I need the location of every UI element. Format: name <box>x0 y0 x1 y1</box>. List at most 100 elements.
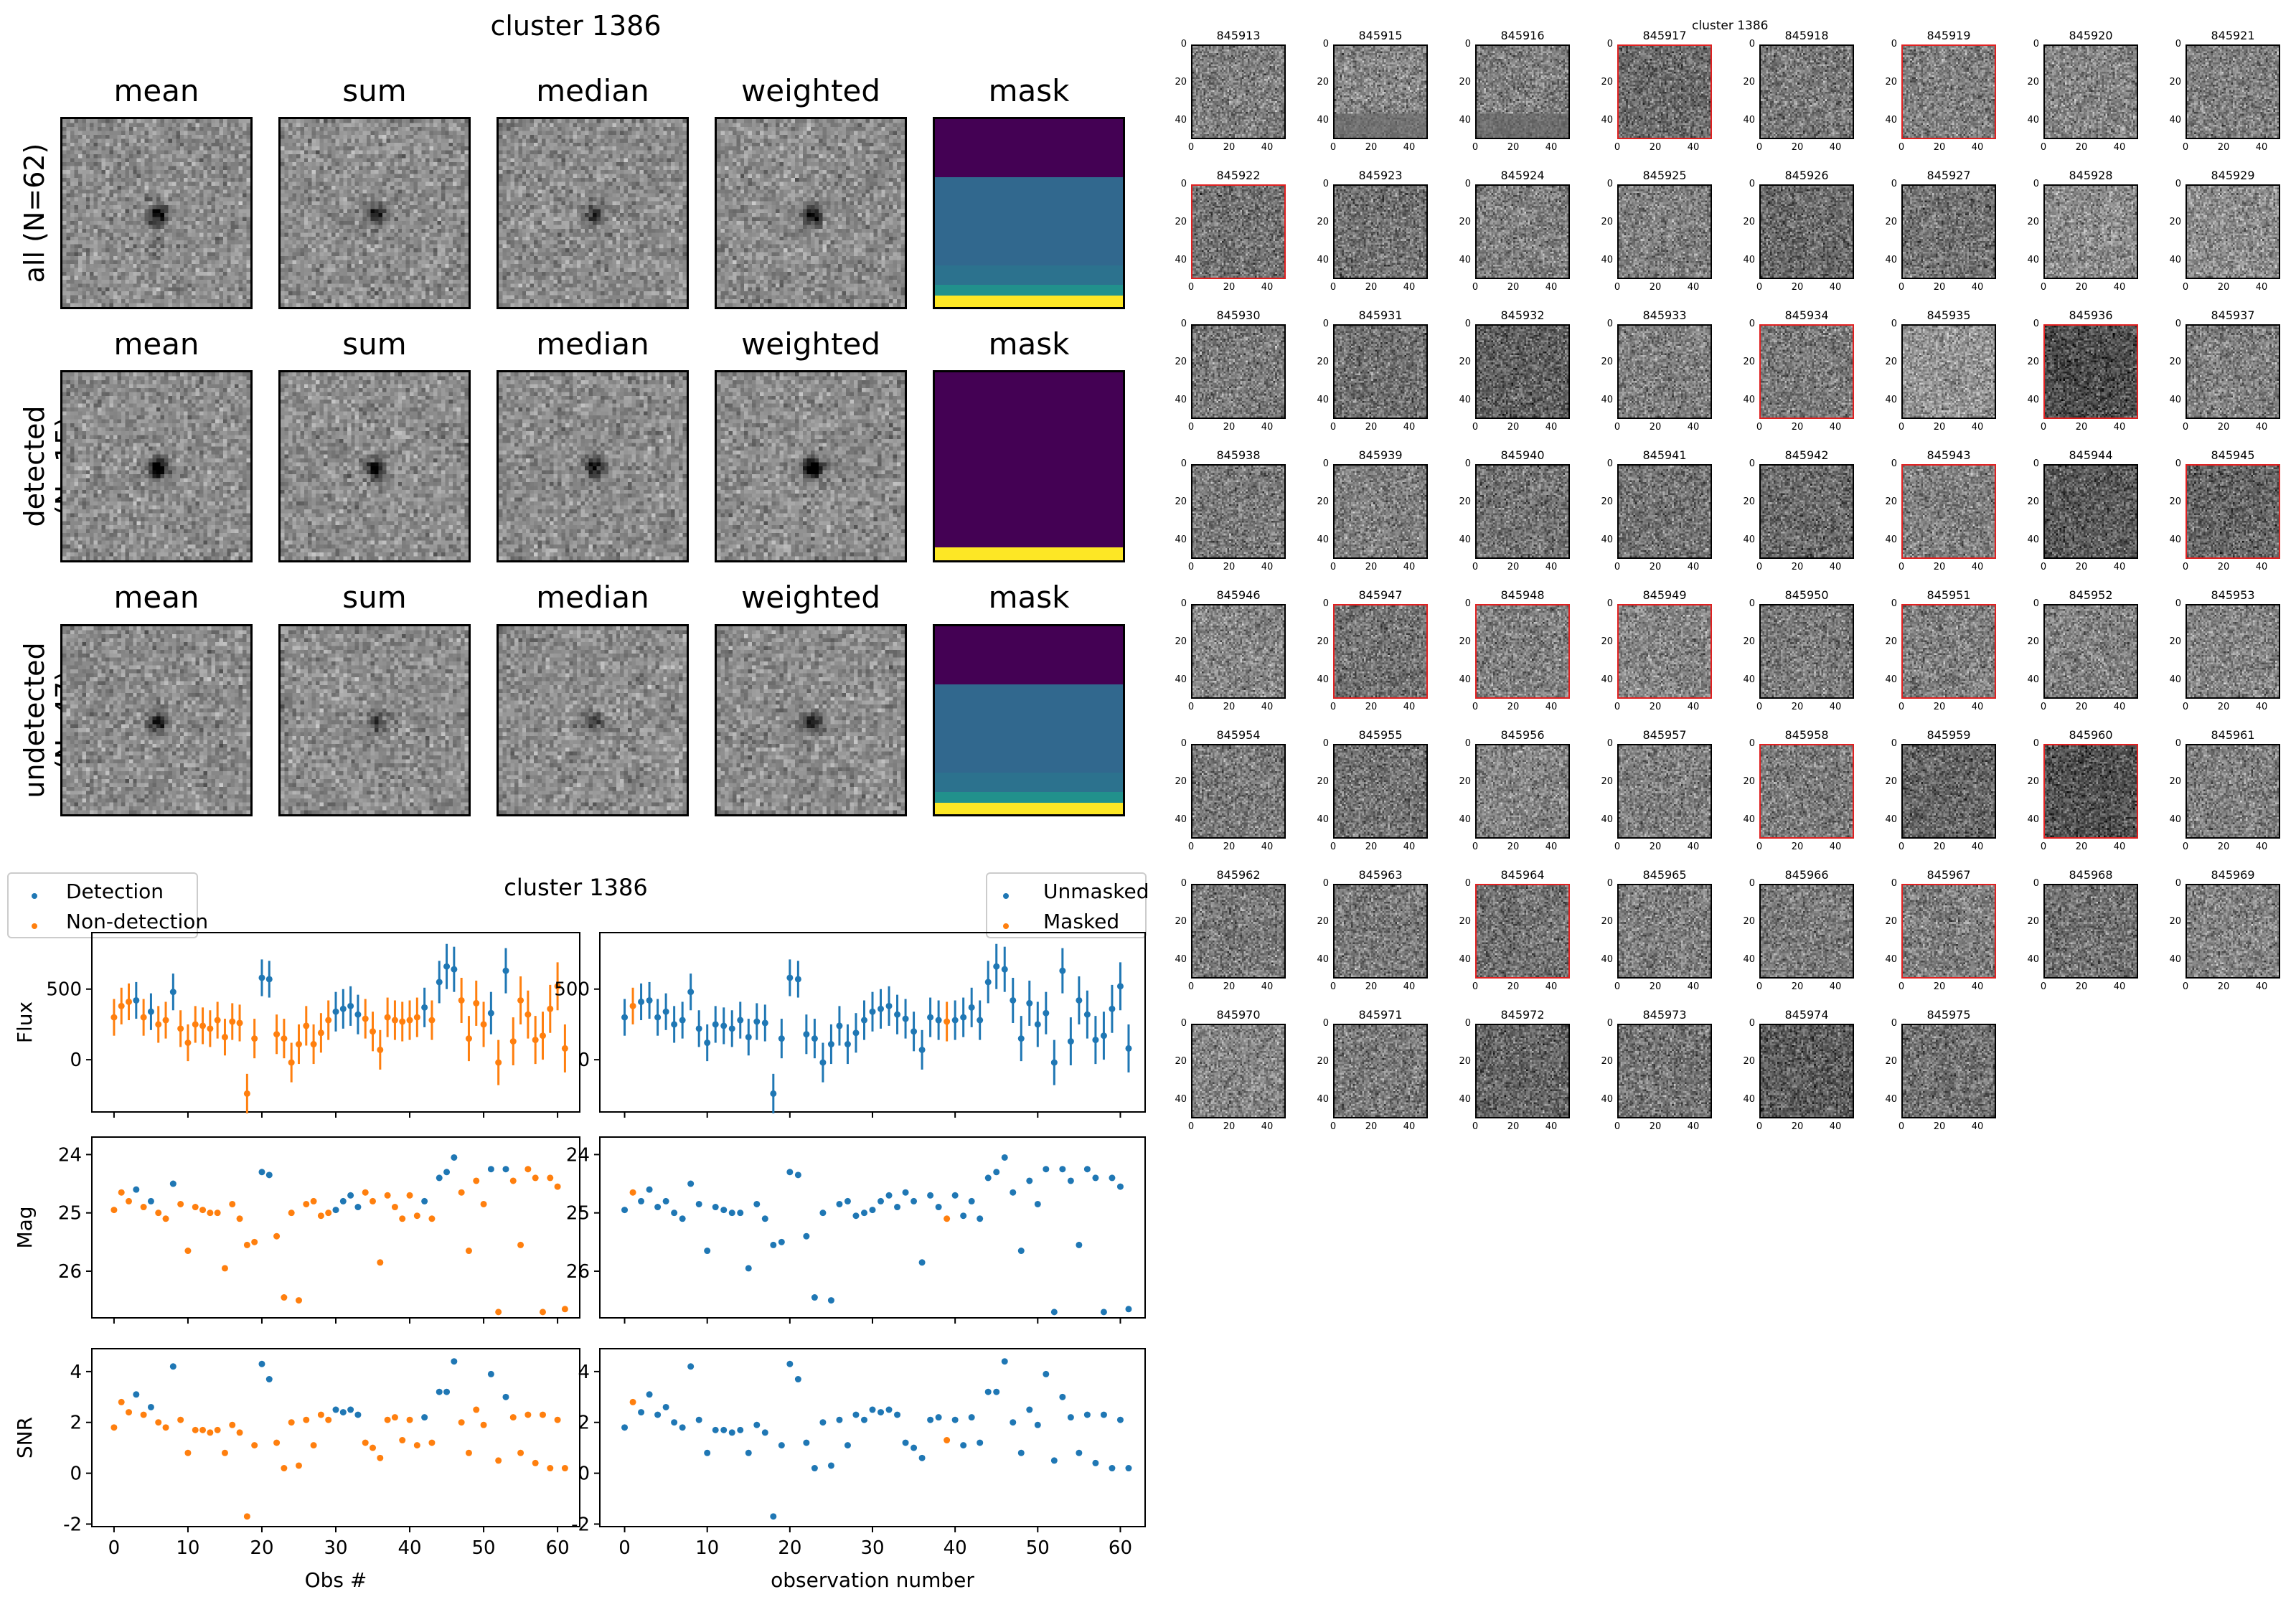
cutout-x-tick-label: 20 <box>1365 142 1378 153</box>
cutout-y-tick-label: 40 <box>2169 674 2181 685</box>
cutout-cell: 845913 0 20 40 0 20 40 <box>1164 29 1286 158</box>
cutout-y-tick-label: 40 <box>2027 814 2039 825</box>
cutout-x-tick-label: 0 <box>1330 702 1337 712</box>
cutout-image-flagged <box>1333 604 1428 699</box>
data-point <box>524 1011 532 1018</box>
data-point <box>984 1388 992 1395</box>
data-point <box>811 1294 818 1301</box>
data-point <box>902 1439 909 1446</box>
cutout-y-tick-label: 40 <box>1459 674 1471 685</box>
data-point <box>728 1429 735 1436</box>
cutout-image <box>1617 744 1712 839</box>
mask-image <box>933 370 1125 562</box>
cutout-y-tick-label: 0 <box>1749 179 1755 189</box>
data-point <box>629 1002 636 1009</box>
cutout-pixels <box>1335 745 1426 837</box>
data-point <box>451 966 458 973</box>
cutout-x-tick-label: 0 <box>1187 981 1195 992</box>
data-point <box>984 1174 992 1182</box>
cutout-y-tick-label: 20 <box>2169 776 2181 787</box>
cutout-y-tick-label: 20 <box>1743 1056 1755 1067</box>
cutout-title: 845957 <box>1642 728 1687 742</box>
cutout-y-tick-label: 40 <box>1885 395 1897 405</box>
cutout-y-tick-label: 20 <box>1459 357 1471 367</box>
data-point <box>737 1426 744 1433</box>
cutout-y-tick-label: 0 <box>1322 458 1329 469</box>
cutout-image-flagged <box>1901 604 1996 699</box>
data-point <box>547 1005 554 1012</box>
data-point <box>878 1197 885 1204</box>
cutout-image <box>1191 44 1286 139</box>
data-point <box>288 1419 295 1426</box>
cutout-title: 845933 <box>1642 308 1687 322</box>
cutout-y-tick-label: 20 <box>1175 1056 1187 1067</box>
data-point <box>819 1210 827 1217</box>
data-point <box>911 1197 918 1204</box>
cutout-grid-title: cluster 1386 <box>1692 19 1769 33</box>
data-point <box>126 998 133 1005</box>
cutout-title: 845953 <box>2211 588 2255 602</box>
cutout-x-tick-label: 20 <box>1649 981 1662 992</box>
cutout-title: 845939 <box>1358 448 1403 462</box>
cutout-y-tick-label: 0 <box>1606 738 1613 749</box>
cutout-x-tick-label: 40 <box>1687 142 1700 153</box>
cutout-x-tick-label: 40 <box>2255 981 2268 992</box>
cutout-y-tick-label: 40 <box>1175 674 1187 685</box>
cutout-x-tick-label: 40 <box>1829 142 1842 153</box>
cutout-cell: 845947 0 20 40 0 20 40 <box>1306 588 1428 717</box>
cutout-x-tick-label: 40 <box>1971 842 1984 852</box>
cutout-pixels <box>2187 186 2279 278</box>
cutout-cell: 845962 0 20 40 0 20 40 <box>1164 868 1286 997</box>
data-point <box>517 1449 524 1456</box>
cutout-cell: 845925 0 20 40 0 20 40 <box>1590 169 1712 298</box>
data-point <box>502 1166 509 1173</box>
y-tick-label: 25 <box>566 1203 590 1225</box>
stack-image-pixels <box>499 372 687 560</box>
cutout-y-tick-label: 0 <box>2033 319 2039 329</box>
data-point <box>524 1166 532 1173</box>
cutout-x-tick-label: 40 <box>1829 562 1842 572</box>
cutout-x-tick-label: 0 <box>1614 422 1621 433</box>
data-point <box>654 1014 662 1021</box>
data-point <box>406 1416 413 1423</box>
cutout-cell: 845949 0 20 40 0 20 40 <box>1590 588 1712 717</box>
data-point <box>869 1406 876 1413</box>
cutout-title: 845952 <box>2069 588 2113 602</box>
data-point <box>935 1414 942 1421</box>
data-point <box>495 1309 502 1316</box>
cutout-y-tick-label: 40 <box>1743 115 1755 126</box>
data-point <box>354 1204 362 1211</box>
cutout-cell: 845944 0 20 40 0 20 40 <box>2016 448 2138 578</box>
cutout-y-tick-label: 20 <box>1743 357 1755 367</box>
cutout-cell: 845943 0 20 40 0 20 40 <box>1874 448 1996 578</box>
cutout-pixels <box>2187 745 2279 837</box>
cutout-title: 845917 <box>1642 29 1687 42</box>
cutout-pixels <box>2187 326 2279 418</box>
data-point <box>1109 1174 1116 1182</box>
cutout-pixels <box>1477 885 1568 977</box>
cutout-image <box>2186 884 2280 979</box>
data-point <box>687 989 695 996</box>
axes-frame <box>91 1136 580 1319</box>
data-point <box>339 1197 347 1204</box>
cutout-x-tick-label: 0 <box>1898 142 1905 153</box>
data-point <box>391 1017 398 1024</box>
cutout-title: 845937 <box>2211 308 2255 322</box>
legend-nondetection-marker <box>32 923 37 929</box>
cutout-x-tick-label: 40 <box>1545 842 1558 852</box>
cutout-y-tick-label: 40 <box>1743 395 1755 405</box>
cutout-x-tick-label: 40 <box>1403 842 1416 852</box>
data-point <box>391 1414 398 1421</box>
cutout-y-tick-label: 40 <box>1743 814 1755 825</box>
data-point <box>671 1021 678 1028</box>
stack-column-title: weighted <box>740 326 881 362</box>
data-point <box>177 1025 184 1032</box>
cutout-image <box>1191 884 1286 979</box>
cutout-y-tick-label: 20 <box>2027 776 2039 787</box>
data-point <box>288 1210 295 1217</box>
cutout-cell: 845942 0 20 40 0 20 40 <box>1732 448 1854 578</box>
cutout-cell: 845931 0 20 40 0 20 40 <box>1306 308 1428 438</box>
data-point <box>126 1409 133 1416</box>
cutout-image-flagged <box>1759 744 1854 839</box>
stack-image-pixels <box>62 626 250 814</box>
